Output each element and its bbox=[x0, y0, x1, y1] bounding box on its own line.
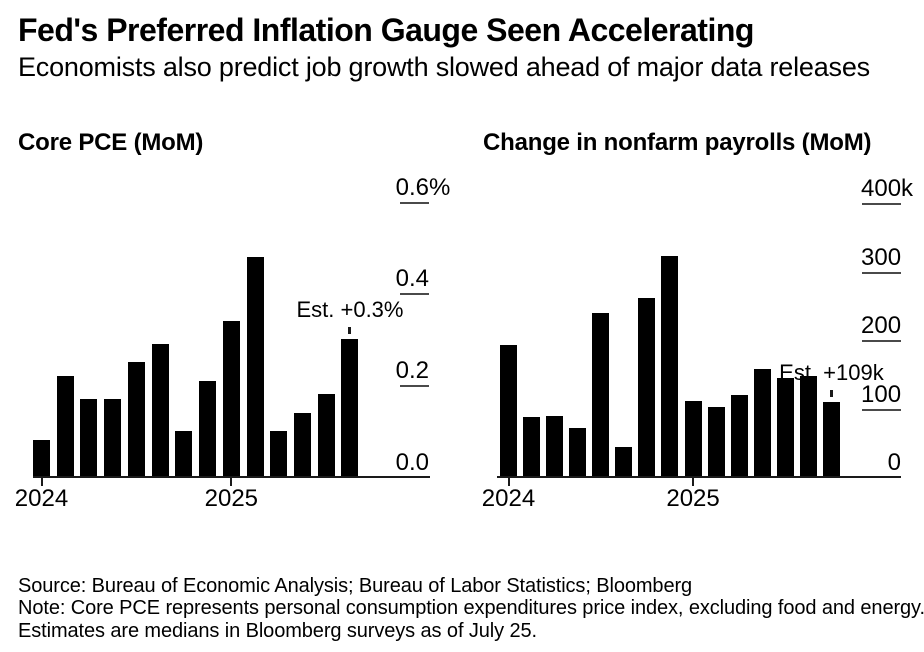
y-tick-label: 0 bbox=[861, 451, 901, 475]
y-gridline-dash bbox=[862, 271, 901, 274]
y-tick-value: 0.6 bbox=[395, 173, 429, 201]
bar bbox=[270, 431, 288, 477]
x-axis-year-label: 2024 bbox=[481, 485, 536, 512]
bar bbox=[199, 380, 217, 477]
x-axis-year-label: 2025 bbox=[204, 485, 259, 512]
bar bbox=[523, 417, 541, 477]
y-gridline-dash bbox=[400, 293, 429, 296]
y-tick-value: 200 bbox=[861, 312, 902, 339]
estimate-label: Est. +109k bbox=[779, 360, 884, 386]
x-axis-tick bbox=[692, 478, 695, 486]
y-tick-label: 400k bbox=[861, 177, 913, 201]
y-tick-value: 400 bbox=[861, 175, 902, 202]
x-axis-tick bbox=[40, 478, 43, 486]
bar bbox=[341, 339, 359, 477]
bar bbox=[175, 431, 193, 477]
estimate-tick-mark bbox=[829, 390, 833, 398]
bar bbox=[638, 298, 656, 477]
y-tick-value: 0.0 bbox=[395, 449, 429, 476]
bar bbox=[592, 312, 610, 477]
page-title: Fed's Preferred Inflation Gauge Seen Acc… bbox=[18, 12, 754, 48]
y-gridline-dash bbox=[400, 385, 429, 388]
y-tick-value: 300 bbox=[861, 243, 902, 271]
y-tick-value: 0 bbox=[887, 449, 901, 476]
chart-title: Change in nonfarm payrolls (MoM) bbox=[483, 129, 872, 156]
y-tick-value: 0.2 bbox=[395, 357, 429, 385]
y-gridline-dash bbox=[862, 340, 901, 342]
x-axis-year-label: 2024 bbox=[14, 485, 69, 512]
page-subtitle: Economists also predict job growth slowe… bbox=[18, 52, 870, 82]
bar bbox=[707, 407, 725, 477]
bar bbox=[822, 402, 840, 477]
bar bbox=[317, 394, 335, 477]
bar bbox=[222, 320, 240, 477]
bar bbox=[500, 344, 517, 477]
y-tick-label: 100 bbox=[861, 380, 902, 408]
y-tick-value: 100 bbox=[861, 380, 902, 408]
bar bbox=[246, 256, 264, 477]
x-axis-tick bbox=[230, 478, 233, 486]
y-gridline-dash bbox=[400, 201, 429, 204]
bar bbox=[127, 362, 145, 477]
bar bbox=[753, 368, 771, 477]
bar bbox=[33, 440, 50, 477]
bar bbox=[684, 400, 702, 477]
bar bbox=[56, 376, 74, 477]
estimate-tick-mark bbox=[348, 327, 352, 335]
footer-source-line: Source: Bureau of Economic Analysis; Bur… bbox=[18, 575, 693, 597]
footer-notes: Source: Bureau of Economic Analysis; Bur… bbox=[18, 575, 924, 642]
bar bbox=[661, 255, 679, 477]
y-tick-value: 0.4 bbox=[395, 265, 429, 293]
y-tick-label: 0.2 bbox=[395, 359, 429, 383]
x-axis-tick bbox=[507, 478, 510, 486]
x-axis-year-label: 2025 bbox=[666, 485, 720, 512]
bar bbox=[546, 416, 564, 477]
footer-note-line: Note: Core PCE represents personal consu… bbox=[18, 597, 924, 620]
bar bbox=[615, 446, 633, 477]
y-tick-label: 0.6% bbox=[395, 173, 451, 201]
bar bbox=[730, 394, 748, 477]
bar bbox=[776, 378, 794, 477]
chart-title: Core PCE (MoM) bbox=[18, 129, 204, 156]
y-axis-unit-suffix: k bbox=[901, 175, 913, 202]
y-axis-unit-suffix: % bbox=[429, 173, 451, 201]
bar bbox=[799, 376, 817, 477]
bar bbox=[294, 412, 312, 477]
x-axis-line bbox=[497, 476, 901, 478]
y-tick-label: 0.0 bbox=[395, 451, 429, 475]
bar bbox=[80, 398, 98, 477]
bar bbox=[569, 428, 587, 477]
estimate-label: Est. +0.3% bbox=[296, 297, 404, 323]
footer-estimates-line: Estimates are medians in Bloomberg surve… bbox=[18, 619, 537, 642]
y-tick-label: 200 bbox=[861, 314, 901, 338]
y-gridline-dash bbox=[862, 408, 901, 411]
y-gridline-dash bbox=[862, 203, 901, 205]
x-axis-line bbox=[33, 476, 430, 478]
y-tick-label: 0.4 bbox=[395, 267, 429, 291]
bar bbox=[151, 343, 169, 477]
y-tick-label: 300 bbox=[861, 243, 902, 271]
bar bbox=[104, 398, 122, 477]
